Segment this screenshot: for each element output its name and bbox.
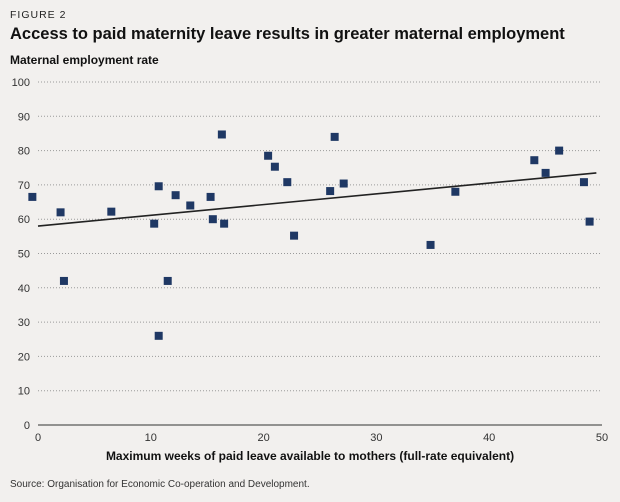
data-point <box>206 192 215 201</box>
x-tick-label: 10 <box>145 432 157 444</box>
y-tick-label: 90 <box>18 111 30 123</box>
data-point <box>208 215 217 224</box>
y-tick-label: 40 <box>18 283 30 295</box>
y-tick-label: 50 <box>18 249 30 261</box>
data-point <box>107 207 116 216</box>
data-point <box>217 130 226 139</box>
data-point <box>426 240 435 249</box>
y-tick-label: 10 <box>18 386 30 398</box>
data-point <box>555 146 564 155</box>
data-point <box>270 162 279 171</box>
data-point <box>326 187 335 196</box>
data-point <box>154 182 163 191</box>
data-point <box>579 178 588 187</box>
data-point <box>150 219 159 228</box>
y-tick-label: 20 <box>18 351 30 363</box>
figure-label: FIGURE 2 <box>10 9 67 21</box>
x-tick-label: 30 <box>370 432 382 444</box>
data-point <box>451 187 460 196</box>
data-point <box>28 192 37 201</box>
data-point <box>163 276 172 285</box>
x-axis-label: Maximum weeks of paid leave available to… <box>105 449 515 463</box>
data-point <box>541 168 550 177</box>
data-point <box>220 219 229 228</box>
y-tick-label: 60 <box>18 214 30 226</box>
y-tick-label: 0 <box>24 420 30 432</box>
x-tick-label: 50 <box>596 432 608 444</box>
x-tick-label: 20 <box>257 432 269 444</box>
data-point <box>339 179 348 188</box>
data-point <box>530 156 539 165</box>
data-point <box>290 231 299 240</box>
y-tick-label: 100 <box>12 77 30 89</box>
x-tick-label: 40 <box>483 432 495 444</box>
y-axis-label: Maternal employment rate <box>10 53 159 67</box>
y-tick-label: 80 <box>18 146 30 158</box>
data-point <box>56 208 65 217</box>
data-point <box>154 331 163 340</box>
y-tick-label: 30 <box>18 317 30 329</box>
data-point <box>585 217 594 226</box>
y-tick-label: 70 <box>18 180 30 192</box>
data-point <box>283 178 292 187</box>
chart-title: Access to paid maternity leave results i… <box>10 25 565 43</box>
data-point <box>186 201 195 210</box>
x-tick-label: 0 <box>35 432 41 444</box>
data-point <box>330 132 339 141</box>
source-note: Source: Organisation for Economic Co-ope… <box>10 479 310 490</box>
trendline <box>37 172 597 227</box>
data-point <box>59 276 68 285</box>
data-point <box>171 191 180 200</box>
data-point <box>264 151 273 160</box>
